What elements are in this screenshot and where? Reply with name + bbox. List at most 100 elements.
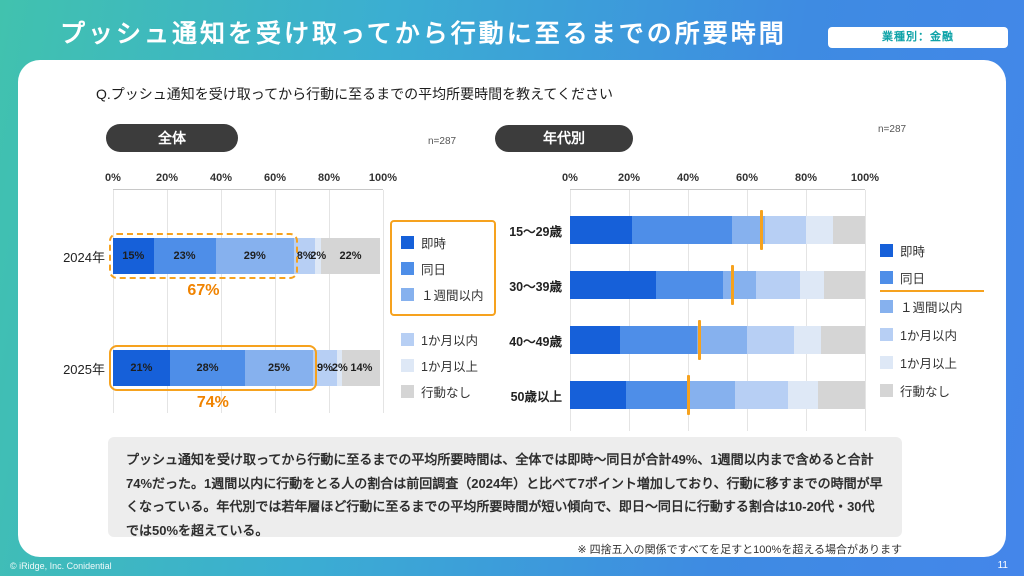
legend-label: 同日 [421, 262, 447, 277]
bar-segment [800, 271, 824, 299]
legend-item: 即時 [880, 236, 984, 264]
cumulative-percent-label: 67% [187, 282, 220, 299]
stacked-bar: 15% 23% 29% 8% 2% 22% 67% [108, 233, 383, 299]
gridline [746, 190, 748, 431]
legend-swatch [880, 270, 893, 284]
axis-tick-label: 60% [735, 172, 759, 184]
legend-item: 1か月以上 [401, 352, 496, 378]
section-label-by-age: 年代別 [495, 125, 633, 152]
legend-label: 1か月以内 [421, 333, 478, 348]
bar-segment [620, 326, 697, 354]
bar-segment [687, 381, 736, 409]
legend-label: 即時 [421, 236, 447, 251]
stacked-bar [570, 210, 865, 250]
stacked-bar [570, 265, 865, 305]
segment-value-label: 29% [243, 250, 266, 262]
category-label: 30〜39歳 [509, 280, 562, 294]
bar-segment: 2% [332, 350, 348, 386]
legend-swatch [401, 261, 414, 275]
legend-item: 1か月以内 [401, 326, 496, 352]
rounding-footnote: ※ 四捨五入の関係ですべてを足すと100%を超える場合があります [577, 544, 902, 556]
legend-swatch [401, 358, 414, 372]
legend-swatch [880, 327, 893, 341]
legend-swatch [880, 383, 893, 397]
section-label-overall: 全体 [106, 124, 238, 152]
legend-label: 1か月以上 [900, 356, 957, 371]
industry-badge: 業種別：金融 [828, 27, 1008, 48]
question-text: Q.プッシュ通知を受け取ってから行動に至るまでの平均所要時間を教えてください [96, 86, 613, 102]
segment-value-label: 14% [350, 362, 373, 374]
gridline [274, 190, 276, 413]
legend-overall: 即時同日 １週間以内 1か月以内 1か月以上行動なし [390, 220, 496, 404]
axis-tick-label: 100% [850, 172, 880, 184]
legend-label: 同日 [900, 271, 926, 286]
legend-item: 行動なし [880, 376, 984, 404]
content-card: Q.プッシュ通知を受け取ってから行動に至るまでの平均所要時間を教えてください 全… [18, 60, 1006, 557]
page-title: プッシュ通知を受け取ってから行動に至るまでの所要時間 [60, 20, 787, 48]
legend-swatch [401, 235, 414, 249]
gridline [112, 190, 114, 413]
category-label: 2024年 [63, 250, 105, 265]
legend-label: 行動なし [421, 385, 472, 400]
legend-swatch [401, 287, 414, 301]
legend-item: 即時 [401, 229, 485, 255]
bar-segment [735, 381, 789, 409]
gridline [382, 190, 384, 413]
bar-segment: 15% [113, 238, 154, 274]
segment-value-label: 21% [130, 362, 153, 374]
legend-swatch [880, 243, 893, 257]
bar-segment [823, 271, 865, 299]
x-axis: 0% 20% 40% 60% 80% 100% [105, 172, 397, 189]
gridline [328, 190, 330, 413]
axis-tick-label: 0% [562, 172, 578, 184]
plot-area: 15〜29歳 30〜39歳 40〜49歳 50歳以上 [509, 189, 866, 431]
summary-box: プッシュ通知を受け取ってから行動に至るまでの平均所要時間は、全体では即時〜同日が… [108, 437, 902, 538]
bar-segment [631, 216, 733, 244]
bar-segment [794, 326, 821, 354]
legend-swatch [401, 384, 414, 398]
segment-value-label: 8% [296, 250, 313, 262]
legend-swatch [401, 332, 414, 346]
bar-segment: 8% [293, 238, 316, 274]
bar-segment [655, 271, 724, 299]
bar-segment: 22% [320, 238, 381, 274]
segment-value-label: 9% [316, 362, 333, 374]
bar-segment [820, 326, 865, 354]
bar-segment: 25% [245, 350, 313, 386]
bar-segment: 28% [169, 350, 246, 386]
axis-tick-label: 20% [617, 172, 641, 184]
bar-segment [755, 271, 801, 299]
legend-rest-group: 1か月以内 1か月以上行動なし [390, 316, 496, 404]
segment-value-label: 28% [196, 362, 219, 374]
category-label: 40〜49歳 [509, 335, 562, 349]
axis-tick-label: 20% [155, 172, 179, 184]
bar-segment [696, 326, 747, 354]
legend-label: 1か月以内 [900, 328, 957, 343]
legend-label: 行動なし [900, 384, 951, 399]
page-number: 11 [997, 560, 1008, 571]
bar-segment [817, 381, 865, 409]
legend-item: １週間以内 [880, 292, 984, 320]
bar-segment [570, 381, 627, 409]
bar-segment [764, 216, 806, 244]
orange-marker [698, 320, 702, 360]
bar-segment [746, 326, 795, 354]
legend-label: 1か月以上 [421, 359, 478, 374]
stacked-bar [570, 320, 865, 360]
gridline [220, 190, 222, 413]
axis-tick-label: 80% [317, 172, 341, 184]
bar-segment [626, 381, 688, 409]
axis-tick-label: 100% [368, 172, 398, 184]
gridline [166, 190, 168, 413]
segment-value-label: 23% [173, 250, 196, 262]
segment-value-label: 2% [331, 362, 348, 374]
segment-value-label: 22% [339, 250, 362, 262]
legend-label: １週間以内 [421, 288, 484, 303]
category-label: 15〜29歳 [509, 225, 562, 239]
sample-size-age: n=287 [878, 124, 907, 135]
legend-item: １週間以内 [401, 281, 485, 307]
orange-marker [686, 375, 690, 415]
axis-tick-label: 40% [209, 172, 233, 184]
legend-item: 同日 [880, 264, 984, 292]
bar-segment [570, 271, 656, 299]
